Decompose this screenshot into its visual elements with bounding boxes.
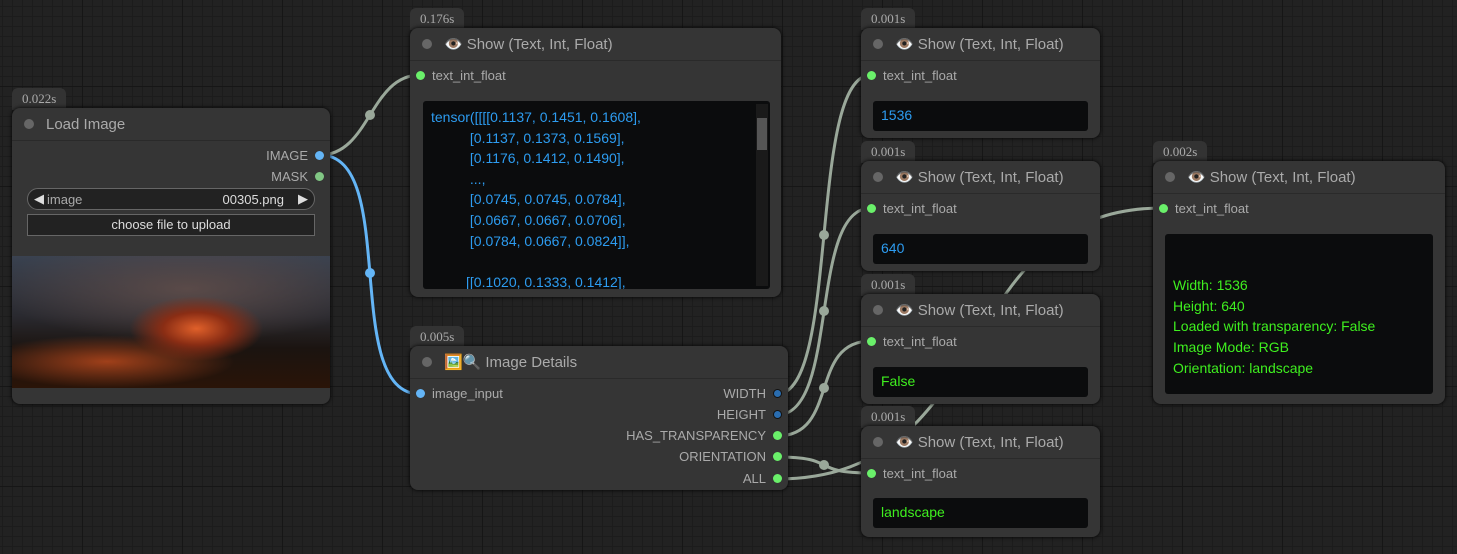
prev-arrow-icon[interactable]: ◀ xyxy=(34,191,44,206)
text-display[interactable]: 640 xyxy=(873,234,1088,264)
image-preview xyxy=(12,256,330,388)
show-orientation-node[interactable]: 👁️ Show (Text, Int, Float) text_int_float… xyxy=(861,426,1100,537)
text-display[interactable]: False xyxy=(873,367,1088,397)
input-text-int-float[interactable]: text_int_float xyxy=(867,334,957,349)
text-display[interactable]: 1536 xyxy=(873,101,1088,131)
text-display[interactable]: landscape xyxy=(873,498,1088,528)
magnifier-icon: 🔍 xyxy=(462,354,482,371)
link-midpoint xyxy=(365,110,375,120)
execution-time-badge: 0.001s xyxy=(861,274,916,296)
show-tensor-node[interactable]: 👁️ Show (Text, Int, Float) text_int_float… xyxy=(410,28,781,297)
output-all[interactable]: ALL xyxy=(743,471,782,486)
output-height[interactable]: HEIGHT xyxy=(717,407,782,422)
text-display[interactable]: Width: 1536 Height: 640 Loaded with tran… xyxy=(1165,234,1433,394)
link-midpoint xyxy=(365,268,375,278)
input-text-int-float[interactable]: text_int_float xyxy=(1159,201,1249,216)
collapse-dot[interactable] xyxy=(24,119,34,129)
show-height-node[interactable]: 👁️ Show (Text, Int, Float) text_int_float… xyxy=(861,161,1100,271)
input-text-int-float[interactable]: text_int_float xyxy=(867,201,957,216)
output-image[interactable]: IMAGE xyxy=(266,148,324,163)
input-text-int-float[interactable]: text_int_float xyxy=(867,466,957,481)
show-transparency-node[interactable]: 👁️ Show (Text, Int, Float) text_int_float… xyxy=(861,294,1100,404)
eye-icon: 👁️ xyxy=(895,302,914,319)
image-details-node[interactable]: 🖼️ 🔍 Image Details image_input WIDTH HEIGH… xyxy=(410,346,788,490)
image-combo-widget[interactable]: ◀ image 00305.png ▶ xyxy=(27,188,315,210)
input-text-int-float[interactable]: text_int_float xyxy=(416,68,506,83)
output-orientation[interactable]: ORIENTATION xyxy=(679,449,782,464)
text-display[interactable]: tensor([[[[0.1137, 0.1451, 0.1608], [0.1… xyxy=(423,101,770,289)
execution-time-badge: 0.002s xyxy=(1153,141,1208,163)
execution-time-badge: 0.176s xyxy=(410,8,465,30)
output-has-transparency[interactable]: HAS_TRANSPARENCY xyxy=(626,428,782,443)
eye-icon: 👁️ xyxy=(895,169,914,186)
load-image-node[interactable]: Load Image IMAGE MASK ◀ image 00305.png ▶ … xyxy=(12,108,330,404)
eye-icon: 👁️ xyxy=(895,434,914,451)
input-text-int-float[interactable]: text_int_float xyxy=(867,68,957,83)
eye-icon: 👁️ xyxy=(1187,169,1206,186)
execution-time-badge: 0.005s xyxy=(410,326,465,348)
input-image[interactable]: image_input xyxy=(416,386,503,401)
upload-button[interactable]: choose file to upload xyxy=(27,214,315,236)
show-width-node[interactable]: 👁️ Show (Text, Int, Float) text_int_float… xyxy=(861,28,1100,138)
output-mask[interactable]: MASK xyxy=(271,169,324,184)
show-all-node[interactable]: 👁️ Show (Text, Int, Float) text_int_float… xyxy=(1153,161,1445,404)
scrollbar[interactable] xyxy=(756,104,768,286)
execution-time-badge: 0.001s xyxy=(861,8,916,30)
output-width[interactable]: WIDTH xyxy=(723,386,782,401)
eye-icon: 👁️ xyxy=(444,36,463,53)
execution-time-badge: 0.001s xyxy=(861,406,916,428)
next-arrow-icon[interactable]: ▶ xyxy=(298,191,308,206)
execution-time-badge: 0.001s xyxy=(861,141,916,163)
eye-icon: 👁️ xyxy=(895,36,914,53)
execution-time-badge: 0.022s xyxy=(12,88,67,110)
node-title: Load Image xyxy=(46,115,126,133)
picture-icon: 🖼️ xyxy=(444,354,463,371)
